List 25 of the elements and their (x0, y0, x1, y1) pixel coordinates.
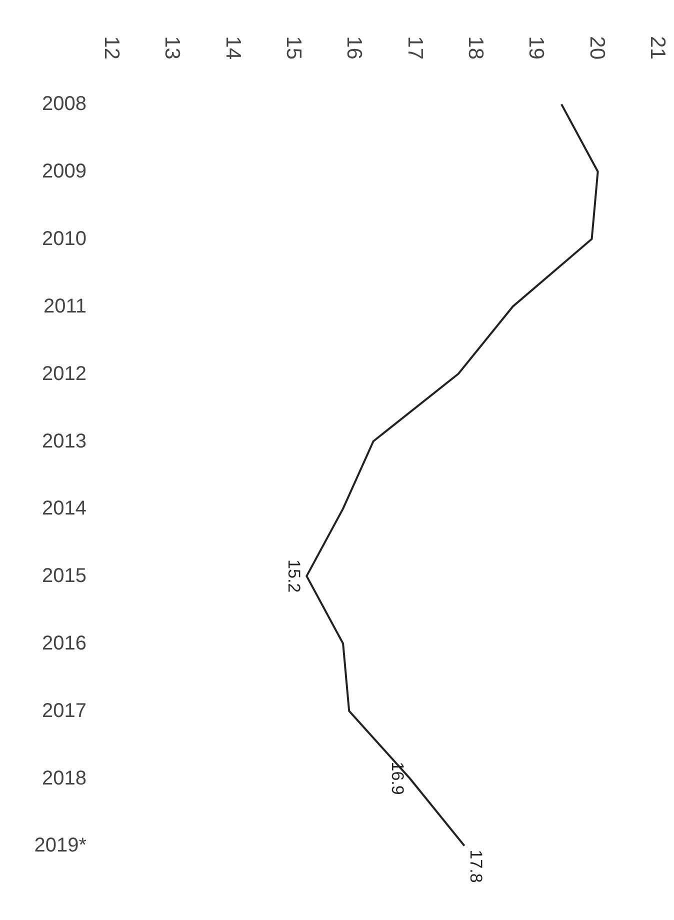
y-tick-label: 2011 (43, 295, 87, 318)
y-tick-label: 2013 (42, 430, 87, 452)
y-tick-label: 2019* (34, 834, 87, 857)
y-tick-label: 2015 (42, 565, 87, 588)
x-tick-label: 13 (160, 36, 184, 60)
y-tick-label: 2017 (42, 700, 87, 722)
x-tick-label: 21 (646, 36, 669, 60)
y-tick-label: 2008 (42, 93, 87, 116)
y-tick-label: 2010 (42, 228, 87, 250)
data-label: 15.2 (284, 560, 304, 593)
x-tick-label: 15 (282, 36, 305, 60)
x-tick-label: 18 (464, 36, 487, 60)
y-tick-label: 2018 (42, 767, 87, 790)
data-label: 16.9 (388, 762, 407, 795)
data-label: 17.8 (466, 850, 486, 883)
x-tick-label: 20 (585, 36, 608, 60)
x-tick-label: 16 (342, 36, 366, 60)
x-tick-label: 17 (403, 36, 426, 60)
y-tick-label: 2016 (42, 632, 87, 654)
y-tick-label: 2014 (42, 498, 87, 520)
x-tick-label: 12 (100, 36, 123, 60)
x-tick-label: 19 (524, 36, 548, 60)
y-tick-label: 2012 (42, 362, 87, 385)
x-tick-label: 14 (221, 36, 244, 60)
y-tick-label: 2009 (42, 160, 87, 183)
